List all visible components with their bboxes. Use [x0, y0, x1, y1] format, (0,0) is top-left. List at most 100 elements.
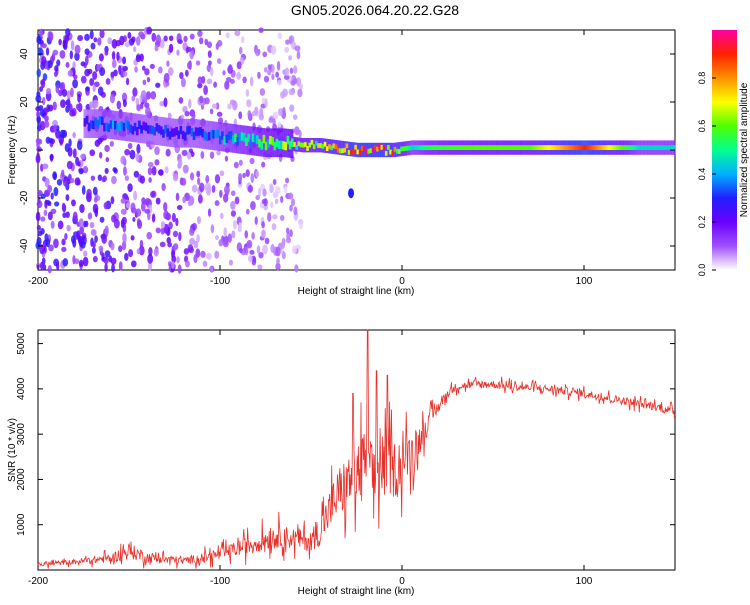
spectrogram-y-tick-label: 0 — [19, 147, 30, 153]
noise-blob — [56, 59, 61, 67]
colorbar-tick-label: 0.2 — [697, 216, 707, 229]
noise-blob — [35, 106, 41, 112]
noise-blob — [185, 46, 192, 53]
carrier-point — [459, 145, 462, 150]
noise-blob — [249, 249, 255, 255]
carrier-point — [500, 145, 504, 150]
noise-blob — [215, 234, 219, 241]
noise-blob — [149, 63, 155, 70]
noise-blob — [102, 175, 107, 182]
noise-blob — [93, 196, 98, 203]
spectrogram-noise-layer — [35, 26, 304, 274]
noise-blob — [92, 84, 96, 93]
noise-blob — [135, 54, 141, 63]
noise-blob — [250, 200, 256, 211]
carrier-point — [480, 145, 484, 150]
carrier-point — [583, 145, 587, 150]
noise-blob — [140, 201, 146, 212]
carrier-point — [417, 145, 421, 150]
carrier-point — [218, 135, 222, 145]
noise-blob — [57, 220, 64, 230]
noise-blob — [176, 204, 183, 211]
carrier-point — [435, 145, 438, 150]
carrier-point — [509, 145, 512, 150]
carrier-point — [666, 145, 670, 150]
carrier-halo — [295, 137, 298, 152]
carrier-point — [511, 145, 515, 150]
noise-blob — [272, 214, 278, 220]
carrier-point — [657, 145, 661, 150]
carrier-point — [544, 145, 547, 150]
carrier-point — [640, 145, 644, 150]
noise-blob — [299, 83, 303, 90]
spectrogram-y-tick-label: 40 — [19, 48, 30, 60]
noise-blob — [48, 104, 54, 112]
carrier-point — [642, 145, 646, 150]
carrier-point — [293, 142, 296, 147]
carrier-point — [465, 145, 469, 150]
carrier-point — [415, 145, 419, 150]
carrier-point — [572, 145, 576, 150]
noise-blob — [59, 129, 66, 139]
noise-blob — [236, 71, 242, 80]
carrier-point — [144, 122, 148, 132]
carrier-point — [380, 144, 384, 150]
noise-blob — [200, 250, 206, 258]
noise-blob — [216, 150, 221, 156]
noise-blob — [53, 238, 59, 249]
carrier-point — [585, 145, 589, 150]
carrier-point — [177, 130, 181, 139]
noise-blob — [222, 70, 226, 76]
noise-blob — [254, 106, 259, 116]
carrier-point — [629, 145, 633, 150]
noise-blob — [109, 140, 114, 147]
carrier-point — [181, 130, 185, 140]
noise-blob — [258, 252, 264, 259]
noise-blob — [72, 148, 77, 159]
noise-blob — [44, 177, 50, 188]
carrier-point — [456, 145, 460, 150]
carrier-halo — [306, 138, 309, 153]
noise-blob — [268, 117, 273, 123]
noise-blob — [184, 110, 190, 117]
noise-blob — [74, 177, 81, 186]
noise-blob — [55, 128, 61, 139]
carrier-halo — [380, 142, 383, 158]
carrier-point — [627, 145, 630, 150]
noise-blob — [116, 100, 122, 110]
spectrogram-x-label: Height of straight line (km) — [298, 286, 415, 297]
carrier-point — [273, 141, 277, 151]
noise-blob — [72, 79, 79, 89]
noise-blob — [259, 88, 266, 96]
noise-blob — [261, 221, 265, 229]
carrier-point — [622, 145, 626, 150]
noise-blob — [245, 169, 250, 177]
noise-blob — [64, 143, 70, 153]
noise-blob — [92, 255, 98, 263]
noise-blob — [254, 216, 258, 225]
carrier-point — [601, 145, 604, 150]
carrier-point — [491, 145, 495, 150]
noise-blob — [124, 148, 131, 156]
noise-blob — [41, 43, 47, 49]
carrier-point — [306, 146, 309, 151]
colorbar-label: Normalized spectral amplitude — [739, 82, 750, 217]
carrier-point — [251, 133, 255, 142]
noise-blob — [234, 196, 240, 205]
carrier-point — [612, 145, 615, 150]
noise-blob — [175, 217, 179, 227]
noise-blob — [195, 60, 201, 66]
noise-blob — [141, 65, 146, 71]
carrier-point — [526, 145, 530, 150]
noise-blob — [185, 69, 189, 77]
noise-blob — [209, 151, 215, 159]
carrier-halo — [349, 141, 353, 157]
noise-blob — [255, 49, 261, 57]
carrier-point — [518, 145, 521, 150]
carrier-point — [299, 142, 303, 148]
noise-blob — [118, 261, 123, 271]
noise-blob — [285, 227, 290, 234]
noise-blob — [62, 39, 67, 50]
noise-blob — [136, 218, 141, 227]
